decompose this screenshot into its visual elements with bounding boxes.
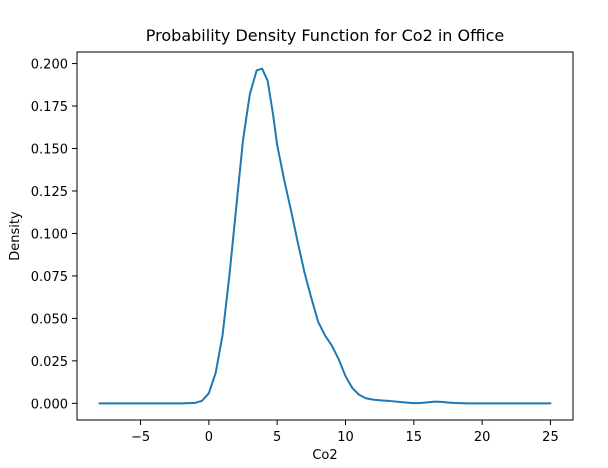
x-tick-label: −5 [131,430,150,445]
y-tick-label: 0.175 [31,100,68,115]
x-tick-label: 5 [273,430,281,445]
x-tick-label: 25 [542,430,559,445]
x-tick-label: 10 [337,430,354,445]
y-tick-label: 0.100 [31,227,68,242]
y-tick-label: 0.125 [31,185,68,200]
y-tick-label: 0.050 [31,312,68,327]
y-axis-ticks: 0.000 0.025 0.050 0.075 0.100 0.125 0.150 0.175… [31,58,77,412]
y-tick-label: 0.025 [31,355,68,370]
y-axis-label: Density [8,211,23,261]
y-tick-label: 0.200 [31,58,68,73]
chart-title: Probability Density Function for Co2 in … [146,26,504,45]
y-tick-label: 0.075 [31,270,68,285]
x-tick-label: 15 [406,430,423,445]
density-line [98,67,552,405]
plot-area [76,51,574,421]
x-axis-ticks: −5 0 5 10 15 20 25 [131,420,559,445]
y-tick-label: 0.000 [31,397,68,412]
x-tick-label: 0 [205,430,213,445]
y-tick-label: 0.150 [31,143,68,158]
x-axis-label: Co2 [312,448,337,463]
x-tick-label: 20 [474,430,491,445]
plot-frame [76,51,574,421]
